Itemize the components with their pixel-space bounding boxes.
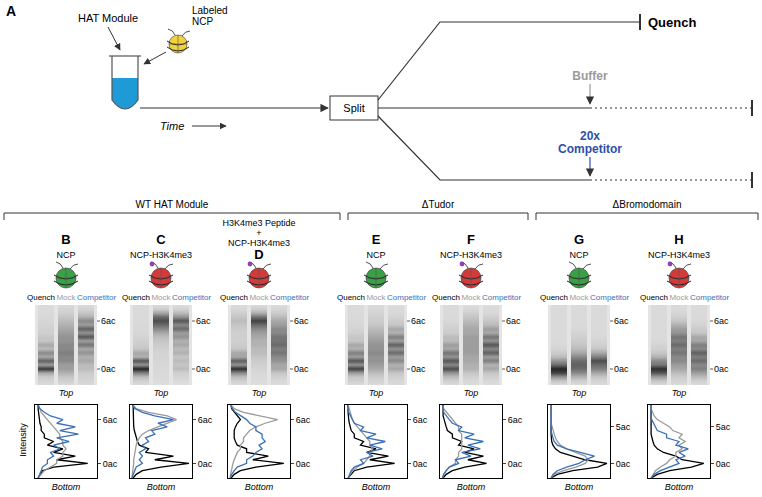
svg-text:Top: Top — [369, 388, 384, 398]
svg-text:6ac: 6ac — [101, 316, 116, 326]
svg-text:0ac: 0ac — [714, 364, 729, 374]
svg-text:Competitor: Competitor — [482, 293, 521, 302]
svg-text:Top: Top — [59, 388, 74, 398]
svg-text:NCP-H3K4me3: NCP-H3K4me3 — [648, 250, 710, 260]
svg-text:6ac: 6ac — [196, 316, 211, 326]
svg-text:0ac: 0ac — [198, 459, 213, 469]
svg-text:Time: Time — [160, 120, 184, 132]
svg-text:Competitor: Competitor — [590, 293, 629, 302]
svg-text:+: + — [256, 228, 261, 238]
svg-text:NCP: NCP — [192, 16, 213, 27]
svg-text:Competitor: Competitor — [270, 293, 309, 302]
svg-text:Bottom: Bottom — [457, 482, 486, 492]
svg-text:6ac: 6ac — [198, 415, 213, 425]
svg-text:0ac: 0ac — [196, 364, 211, 374]
svg-text:A: A — [6, 3, 16, 19]
svg-text:Quench: Quench — [122, 293, 150, 302]
svg-text:0ac: 0ac — [614, 364, 629, 374]
svg-text:HAT Module: HAT Module — [78, 12, 138, 24]
svg-text:Mock: Mock — [56, 293, 76, 302]
svg-text:Bottom: Bottom — [147, 482, 176, 492]
svg-text:5ac: 5ac — [616, 422, 631, 432]
svg-text:0ac: 0ac — [413, 459, 428, 469]
svg-text:ΔBromodomain: ΔBromodomain — [613, 199, 682, 210]
svg-text:NCP-H3K4me3: NCP-H3K4me3 — [228, 238, 290, 248]
svg-text:H: H — [674, 232, 683, 247]
svg-text:Quench: Quench — [220, 293, 248, 302]
svg-text:Bottom: Bottom — [245, 482, 274, 492]
svg-text:5ac: 5ac — [716, 422, 731, 432]
svg-text:Top: Top — [672, 388, 687, 398]
svg-text:6ac: 6ac — [506, 316, 521, 326]
svg-text:6ac: 6ac — [103, 415, 118, 425]
svg-text:6ac: 6ac — [508, 415, 523, 425]
svg-text:Bottom: Bottom — [665, 482, 694, 492]
svg-text:0ac: 0ac — [101, 364, 116, 374]
svg-text:Top: Top — [464, 388, 479, 398]
svg-text:Competitor: Competitor — [172, 293, 211, 302]
svg-text:NCP-H3K4me3: NCP-H3K4me3 — [130, 250, 192, 260]
svg-text:Quench: Quench — [432, 293, 460, 302]
svg-text:Labeled: Labeled — [192, 5, 228, 16]
svg-text:Bottom: Bottom — [565, 482, 594, 492]
svg-text:0ac: 0ac — [103, 459, 118, 469]
svg-text:0ac: 0ac — [506, 364, 521, 374]
svg-text:Quench: Quench — [648, 15, 696, 30]
svg-text:D: D — [254, 247, 263, 262]
svg-text:Quench: Quench — [540, 293, 568, 302]
svg-text:Buffer: Buffer — [572, 69, 608, 83]
svg-text:Competitor: Competitor — [77, 293, 116, 302]
svg-text:Split: Split — [343, 102, 364, 114]
svg-text:0ac: 0ac — [716, 459, 731, 469]
svg-text:E: E — [372, 232, 381, 247]
svg-text:Quench: Quench — [640, 293, 668, 302]
svg-text:Top: Top — [252, 388, 267, 398]
svg-text:Competitor: Competitor — [690, 293, 729, 302]
svg-text:0ac: 0ac — [294, 364, 309, 374]
svg-text:0ac: 0ac — [411, 364, 426, 374]
svg-text:Mock: Mock — [569, 293, 589, 302]
svg-text:WT HAT Module: WT HAT Module — [136, 199, 209, 210]
svg-text:C: C — [156, 232, 166, 247]
svg-text:Quench: Quench — [27, 293, 55, 302]
svg-text:NCP: NCP — [56, 250, 75, 260]
svg-text:6ac: 6ac — [614, 316, 629, 326]
svg-text:0ac: 0ac — [508, 459, 523, 469]
svg-text:Mock: Mock — [461, 293, 481, 302]
svg-text:Top: Top — [154, 388, 169, 398]
svg-text:Quench: Quench — [337, 293, 365, 302]
svg-text:Bottom: Bottom — [362, 482, 391, 492]
svg-text:0ac: 0ac — [616, 459, 631, 469]
svg-text:ΔTudor: ΔTudor — [422, 199, 455, 210]
svg-text:G: G — [574, 232, 584, 247]
svg-text:20x: 20x — [580, 129, 600, 143]
svg-text:Bottom: Bottom — [52, 482, 81, 492]
svg-text:6ac: 6ac — [294, 316, 309, 326]
svg-text:6ac: 6ac — [296, 415, 311, 425]
svg-text:0ac: 0ac — [296, 459, 311, 469]
svg-text:6ac: 6ac — [413, 415, 428, 425]
svg-text:B: B — [61, 232, 70, 247]
svg-text:Intensity: Intensity — [18, 423, 28, 457]
svg-text:NCP: NCP — [366, 250, 385, 260]
svg-text:NCP: NCP — [569, 250, 588, 260]
svg-text:Top: Top — [572, 388, 587, 398]
svg-text:Competitor: Competitor — [558, 142, 622, 156]
svg-text:NCP-H3K4me3: NCP-H3K4me3 — [440, 250, 502, 260]
svg-text:F: F — [467, 232, 475, 247]
svg-text:Mock: Mock — [249, 293, 269, 302]
svg-text:6ac: 6ac — [411, 316, 426, 326]
svg-text:6ac: 6ac — [714, 316, 729, 326]
svg-text:Competitor: Competitor — [387, 293, 426, 302]
svg-text:H3K4me3 Peptide: H3K4me3 Peptide — [222, 218, 295, 228]
svg-text:Mock: Mock — [366, 293, 386, 302]
svg-text:Mock: Mock — [669, 293, 689, 302]
svg-text:Mock: Mock — [151, 293, 171, 302]
